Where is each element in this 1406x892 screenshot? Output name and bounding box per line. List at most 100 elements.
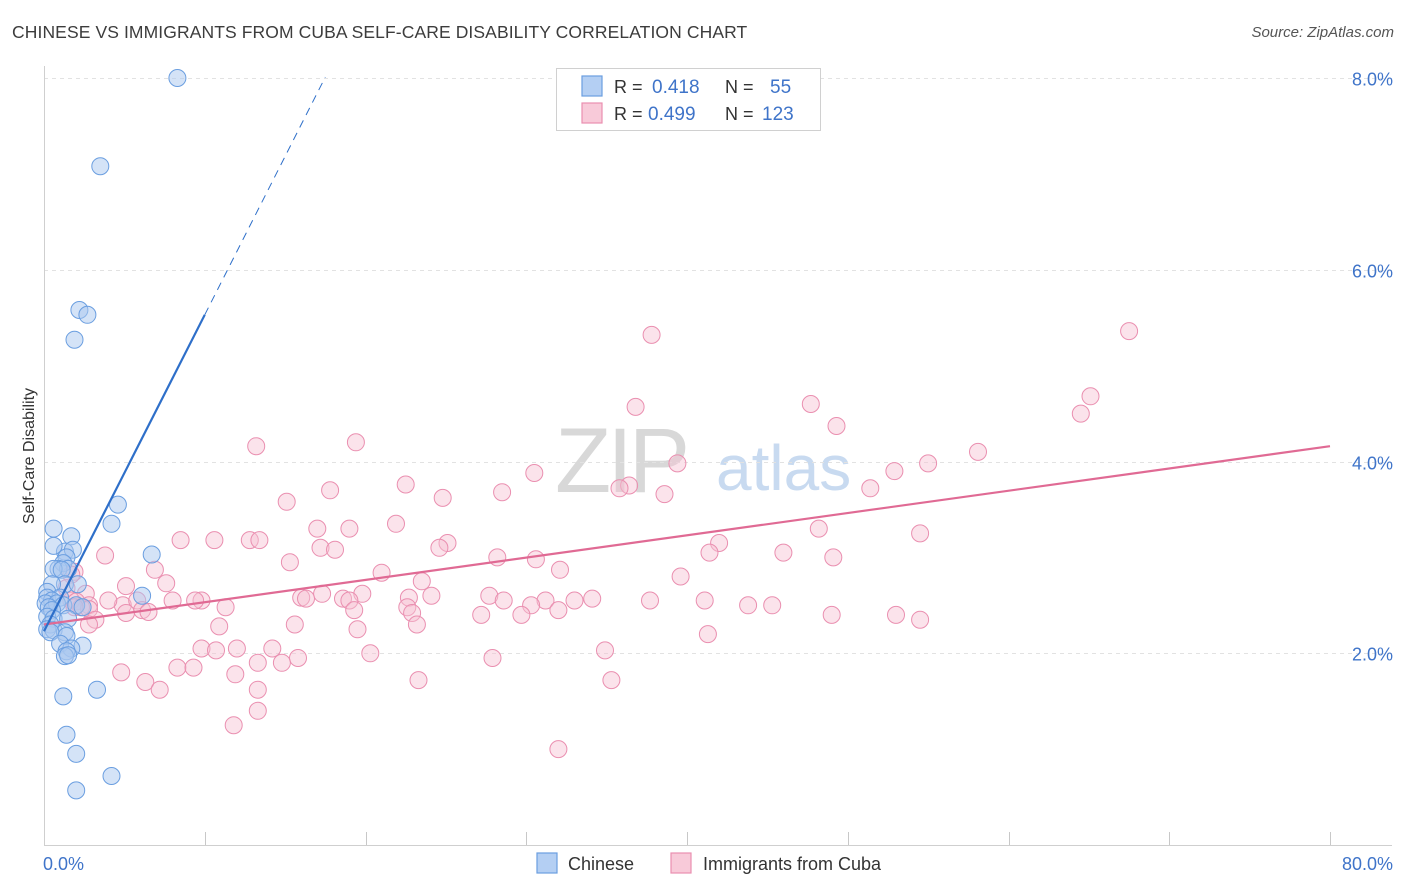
y-tick-label: 2.0% xyxy=(1352,645,1393,665)
cuba-point xyxy=(139,603,158,621)
chinese-point xyxy=(168,69,187,87)
cuba-point xyxy=(885,462,904,481)
cuba-point xyxy=(398,598,417,617)
cuba-point xyxy=(824,548,843,567)
chinese-point xyxy=(54,687,73,706)
cuba-point xyxy=(99,591,118,610)
chinese-point xyxy=(142,545,161,564)
cuba-point xyxy=(205,531,224,550)
cuba-point xyxy=(184,658,203,677)
cuba-point xyxy=(308,519,327,538)
cuba-point xyxy=(86,610,105,629)
y-tick-labels: 2.0% 4.0% 6.0% 8.0% xyxy=(1352,70,1393,665)
cuba-point xyxy=(710,534,729,552)
watermark-atlas: atlas xyxy=(716,432,851,504)
cuba-point xyxy=(248,653,267,672)
chinese-trend-line xyxy=(43,314,206,632)
cuba-point xyxy=(430,538,449,557)
chinese-point xyxy=(59,646,78,665)
cuba-point xyxy=(207,641,225,660)
cuba-point xyxy=(311,538,330,557)
cuba-point xyxy=(549,601,568,620)
cuba-point xyxy=(263,639,282,658)
bottom-legend-label-chinese: Chinese xyxy=(568,854,634,874)
cuba-point xyxy=(596,641,614,660)
chinese-point xyxy=(88,680,106,699)
cuba-point xyxy=(565,591,584,610)
cuba-trend-line xyxy=(43,445,1331,626)
cuba-point xyxy=(171,531,190,550)
cuba-point xyxy=(822,605,841,624)
cuba-point xyxy=(248,680,267,699)
cuba-point xyxy=(186,591,205,610)
cuba-point xyxy=(512,605,531,624)
chinese-point xyxy=(73,598,92,617)
cuba-point xyxy=(150,680,169,699)
legend-n-label-chinese: N = xyxy=(725,77,754,97)
legend-r-value-chinese: 0.418 xyxy=(652,77,700,98)
cuba-point xyxy=(695,591,714,610)
cuba-point xyxy=(700,543,719,562)
chinese-point xyxy=(65,330,84,349)
axes xyxy=(44,66,1392,846)
cuba-point xyxy=(626,397,645,416)
cuba-point xyxy=(403,604,422,622)
x-tick-label-min: 0.0% xyxy=(43,854,84,874)
cuba-point xyxy=(409,671,428,690)
cuba-point xyxy=(1120,322,1139,341)
cuba-point xyxy=(297,589,315,608)
bottom-legend-label-cuba: Immigrants from Cuba xyxy=(703,854,882,874)
cuba-point xyxy=(80,615,98,634)
cuba-point xyxy=(210,617,229,636)
cuba-point xyxy=(168,658,187,677)
legend-n-value-chinese: 55 xyxy=(770,77,791,98)
legend-swatch-chinese xyxy=(581,75,603,97)
cuba-point xyxy=(248,701,267,720)
cuba-point xyxy=(348,620,367,639)
cuba-point xyxy=(280,553,299,572)
y-tick-label: 8.0% xyxy=(1352,70,1393,90)
cuba-point xyxy=(774,543,793,562)
cuba-point xyxy=(226,665,245,684)
legend-n-value-cuba: 123 xyxy=(762,104,794,125)
cuba-point xyxy=(655,485,674,504)
trend-lines xyxy=(43,76,1331,632)
cuba-point xyxy=(526,550,545,569)
cuba-series-points xyxy=(57,322,1139,759)
correlation-legend: R = 0.418 N = 55 R = 0.499 N = 123 xyxy=(556,68,821,131)
cuba-point xyxy=(340,519,359,538)
watermark-zip: ZIP xyxy=(555,410,686,512)
y-tick-label: 6.0% xyxy=(1352,262,1393,282)
chinese-trend-extension xyxy=(204,76,326,316)
cuba-point xyxy=(399,588,418,607)
cuba-point xyxy=(641,591,659,610)
cuba-point xyxy=(668,454,687,473)
cuba-point xyxy=(326,540,344,559)
cuba-point xyxy=(583,589,602,608)
cuba-point xyxy=(112,663,131,682)
cuba-point xyxy=(247,437,266,456)
cuba-point xyxy=(345,601,364,620)
chinese-point xyxy=(133,586,152,605)
cuba-point xyxy=(1081,387,1100,406)
legend-r-label-chinese: R = xyxy=(614,77,643,97)
cuba-point xyxy=(610,479,629,498)
cuba-point xyxy=(472,605,491,624)
x-tick-label-max: 80.0% xyxy=(1342,854,1393,874)
bottom-legend-swatch-cuba xyxy=(670,852,692,874)
cuba-point xyxy=(642,325,661,344)
cuba-point xyxy=(801,395,820,413)
cuba-point xyxy=(96,546,115,565)
cuba-point xyxy=(272,653,291,672)
cuba-point xyxy=(285,615,304,634)
chinese-point xyxy=(91,157,110,176)
y-tick-label: 4.0% xyxy=(1352,454,1393,474)
cuba-point xyxy=(494,591,513,610)
cuba-point xyxy=(483,649,502,667)
cuba-point xyxy=(671,567,690,586)
legend-n-label-cuba: N = xyxy=(725,104,754,124)
cuba-point xyxy=(919,454,938,473)
cuba-point xyxy=(698,625,717,644)
cuba-point xyxy=(117,577,135,596)
